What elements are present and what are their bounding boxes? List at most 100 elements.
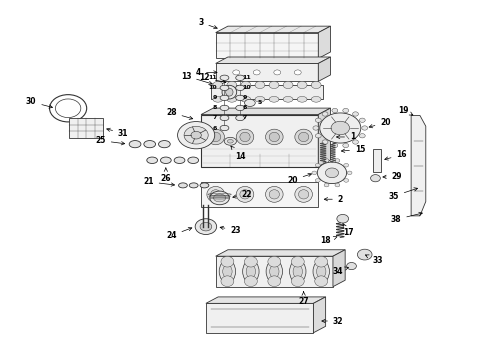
Polygon shape bbox=[216, 256, 333, 287]
Circle shape bbox=[335, 183, 340, 187]
Polygon shape bbox=[314, 297, 326, 333]
Circle shape bbox=[191, 131, 201, 139]
Text: 10: 10 bbox=[209, 85, 217, 90]
Ellipse shape bbox=[266, 129, 283, 145]
Circle shape bbox=[344, 179, 349, 182]
Circle shape bbox=[343, 143, 349, 148]
Circle shape bbox=[347, 171, 352, 175]
Circle shape bbox=[320, 113, 361, 143]
Ellipse shape bbox=[292, 256, 304, 267]
Ellipse shape bbox=[159, 140, 170, 148]
Ellipse shape bbox=[188, 157, 198, 163]
Text: 2: 2 bbox=[324, 195, 343, 204]
Circle shape bbox=[233, 70, 240, 75]
Text: 38: 38 bbox=[391, 212, 422, 224]
Circle shape bbox=[253, 70, 260, 75]
Text: 17: 17 bbox=[343, 223, 353, 237]
Ellipse shape bbox=[227, 81, 237, 89]
Text: 28: 28 bbox=[166, 108, 193, 120]
Polygon shape bbox=[216, 250, 345, 256]
Polygon shape bbox=[372, 149, 381, 172]
Circle shape bbox=[325, 168, 339, 178]
Text: 20: 20 bbox=[287, 174, 312, 185]
Ellipse shape bbox=[236, 115, 245, 121]
Circle shape bbox=[294, 70, 301, 75]
Circle shape bbox=[359, 118, 365, 122]
Ellipse shape bbox=[311, 81, 321, 89]
Text: 27: 27 bbox=[298, 292, 309, 306]
Ellipse shape bbox=[268, 276, 281, 287]
Ellipse shape bbox=[178, 183, 187, 188]
Text: 14: 14 bbox=[231, 146, 245, 161]
Polygon shape bbox=[333, 250, 345, 287]
Polygon shape bbox=[216, 63, 318, 81]
Ellipse shape bbox=[240, 132, 250, 141]
Ellipse shape bbox=[144, 140, 156, 148]
Text: 8: 8 bbox=[213, 105, 217, 111]
Ellipse shape bbox=[283, 96, 293, 102]
Ellipse shape bbox=[255, 96, 265, 102]
Ellipse shape bbox=[220, 75, 229, 81]
Text: 5: 5 bbox=[257, 100, 262, 105]
Ellipse shape bbox=[317, 265, 326, 278]
Ellipse shape bbox=[207, 186, 224, 202]
Ellipse shape bbox=[213, 81, 223, 89]
Ellipse shape bbox=[220, 95, 229, 100]
Polygon shape bbox=[318, 26, 331, 58]
Ellipse shape bbox=[224, 137, 237, 145]
Ellipse shape bbox=[292, 276, 304, 287]
Text: 26: 26 bbox=[161, 168, 171, 183]
Circle shape bbox=[55, 99, 81, 118]
Circle shape bbox=[353, 140, 359, 144]
Ellipse shape bbox=[236, 105, 245, 111]
Polygon shape bbox=[201, 182, 318, 207]
Circle shape bbox=[274, 70, 281, 75]
Ellipse shape bbox=[220, 115, 229, 121]
Text: 7: 7 bbox=[213, 116, 217, 121]
Circle shape bbox=[332, 143, 338, 148]
Text: 23: 23 bbox=[220, 226, 241, 235]
Circle shape bbox=[200, 222, 212, 231]
Text: 15: 15 bbox=[342, 145, 366, 154]
Ellipse shape bbox=[221, 276, 234, 287]
Text: 22: 22 bbox=[233, 190, 252, 199]
Ellipse shape bbox=[311, 96, 321, 102]
Circle shape bbox=[359, 134, 365, 138]
Ellipse shape bbox=[245, 276, 257, 287]
Polygon shape bbox=[318, 108, 331, 167]
Circle shape bbox=[337, 215, 348, 223]
Ellipse shape bbox=[298, 190, 309, 199]
Circle shape bbox=[322, 112, 328, 116]
Ellipse shape bbox=[236, 85, 245, 90]
Text: 4: 4 bbox=[196, 68, 217, 77]
Circle shape bbox=[370, 175, 380, 182]
Text: 25: 25 bbox=[96, 136, 124, 145]
Ellipse shape bbox=[283, 81, 293, 89]
Ellipse shape bbox=[211, 190, 221, 199]
Ellipse shape bbox=[160, 157, 171, 163]
Circle shape bbox=[324, 159, 329, 162]
Circle shape bbox=[357, 249, 372, 260]
Circle shape bbox=[362, 126, 368, 130]
Ellipse shape bbox=[266, 260, 283, 283]
Circle shape bbox=[335, 159, 340, 162]
Ellipse shape bbox=[269, 96, 279, 102]
Text: 18: 18 bbox=[320, 237, 337, 246]
Text: 32: 32 bbox=[322, 316, 343, 325]
Ellipse shape bbox=[313, 260, 329, 283]
Ellipse shape bbox=[246, 265, 256, 278]
Circle shape bbox=[322, 140, 328, 144]
Text: 11: 11 bbox=[243, 75, 251, 80]
Ellipse shape bbox=[147, 157, 158, 163]
Ellipse shape bbox=[295, 186, 313, 202]
Ellipse shape bbox=[210, 191, 229, 205]
Ellipse shape bbox=[129, 140, 141, 148]
Text: 10: 10 bbox=[243, 85, 251, 90]
Circle shape bbox=[324, 183, 329, 187]
Ellipse shape bbox=[269, 132, 279, 141]
Ellipse shape bbox=[189, 183, 198, 188]
Ellipse shape bbox=[243, 260, 259, 283]
Text: 33: 33 bbox=[366, 255, 383, 265]
Circle shape bbox=[316, 134, 321, 138]
Polygon shape bbox=[216, 26, 331, 33]
